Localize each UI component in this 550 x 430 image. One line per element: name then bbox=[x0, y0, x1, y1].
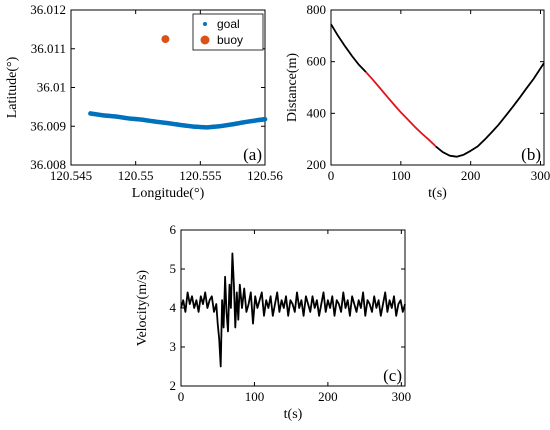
panel-b-marks bbox=[330, 23, 545, 158]
x-tick-label: 0 bbox=[328, 168, 335, 183]
y-tick-label: 6 bbox=[170, 222, 177, 237]
panel-a-marks bbox=[88, 35, 268, 130]
panel-a-y-ticks: 36.008 36.009 36.01 36.011 36.012 bbox=[30, 2, 265, 172]
x-tick-label: 200 bbox=[318, 389, 338, 404]
panel-a-latitude-longitude: 120.545 120.55 120.555 120.56 36.00836.0093… bbox=[5, 2, 283, 201]
x-tick-label: 300 bbox=[392, 389, 412, 404]
legend-marker-goal bbox=[203, 22, 207, 26]
x-tick-label: 100 bbox=[245, 389, 265, 404]
y-tick-label: 36.009 bbox=[30, 118, 66, 133]
y-tick-label: 200 bbox=[307, 157, 327, 172]
x-tick-label: 120.56 bbox=[247, 168, 283, 183]
panel-c-velocity-time: 0 100 200 300 2 3 4 5 6 t(s) Velocity(m/s) (c) bbox=[135, 222, 411, 422]
panel-b-label: (b) bbox=[521, 145, 541, 164]
legend-label-goal: goal bbox=[217, 17, 240, 31]
series-line-1 bbox=[365, 71, 437, 148]
panel-a-legend: goal buoy bbox=[192, 13, 264, 51]
y-tick-label: 600 bbox=[307, 54, 327, 69]
panel-c-label: (c) bbox=[383, 366, 402, 385]
panel-c-x-ticks: 0 100 200 300 bbox=[178, 230, 411, 404]
panel-c-marks bbox=[180, 252, 406, 368]
panel-b-y-ticks: 200 400 600 800 bbox=[307, 2, 544, 172]
x-tick-label: 120.555 bbox=[179, 168, 221, 183]
panel-c-x-axis-label: t(s) bbox=[284, 407, 303, 422]
panel-b-x-axis-label: t(s) bbox=[428, 186, 447, 201]
x-tick-label: 0 bbox=[178, 389, 185, 404]
panel-c-y-axis-label: Velocity(m/s) bbox=[135, 270, 150, 347]
x-tick-label: 100 bbox=[391, 168, 411, 183]
y-tick-label: 400 bbox=[307, 105, 327, 120]
panel-a-label: (a) bbox=[243, 145, 262, 164]
legend-label-buoy: buoy bbox=[217, 33, 243, 47]
panel-a-x-ticks: 120.545 120.55 120.555 120.56 bbox=[50, 10, 283, 183]
legend-marker-buoy bbox=[200, 35, 210, 45]
y-tick-label: 36.01 bbox=[37, 80, 66, 95]
panel-b-y-axis-label: Distance(m) bbox=[285, 53, 300, 123]
y-tick-label: 800 bbox=[307, 2, 327, 17]
y-tick-label: 36.008 bbox=[30, 157, 66, 172]
x-tick-label: 300 bbox=[531, 168, 550, 183]
series-line-2 bbox=[435, 62, 545, 158]
x-tick-label: 120.55 bbox=[118, 168, 154, 183]
y-tick-label: 2 bbox=[170, 378, 177, 393]
buoy-point bbox=[161, 35, 170, 44]
y-tick-label: 4 bbox=[170, 300, 177, 315]
y-tick-label: 36.012 bbox=[30, 2, 66, 17]
y-tick-label: 5 bbox=[170, 261, 177, 276]
panel-a-x-axis-label: Longitude(°) bbox=[132, 186, 205, 201]
panel-b-frame bbox=[330, 9, 545, 166]
series-line-0 bbox=[330, 23, 367, 73]
panel-b-x-ticks: 0 100 200 300 bbox=[328, 10, 550, 183]
series-line-0 bbox=[180, 252, 406, 368]
panel-a-y-axis-label: Latitude(°) bbox=[5, 56, 20, 118]
panel-b-distance-time: 0 100 200 300 200 400 600 800 t(s) Distance(m)… bbox=[285, 2, 550, 201]
y-tick-label: 3 bbox=[170, 339, 177, 354]
goal-point bbox=[262, 116, 268, 122]
y-tick-label: 36.011 bbox=[31, 41, 66, 56]
x-tick-label: 120.545 bbox=[50, 168, 92, 183]
x-tick-label: 200 bbox=[461, 168, 481, 183]
